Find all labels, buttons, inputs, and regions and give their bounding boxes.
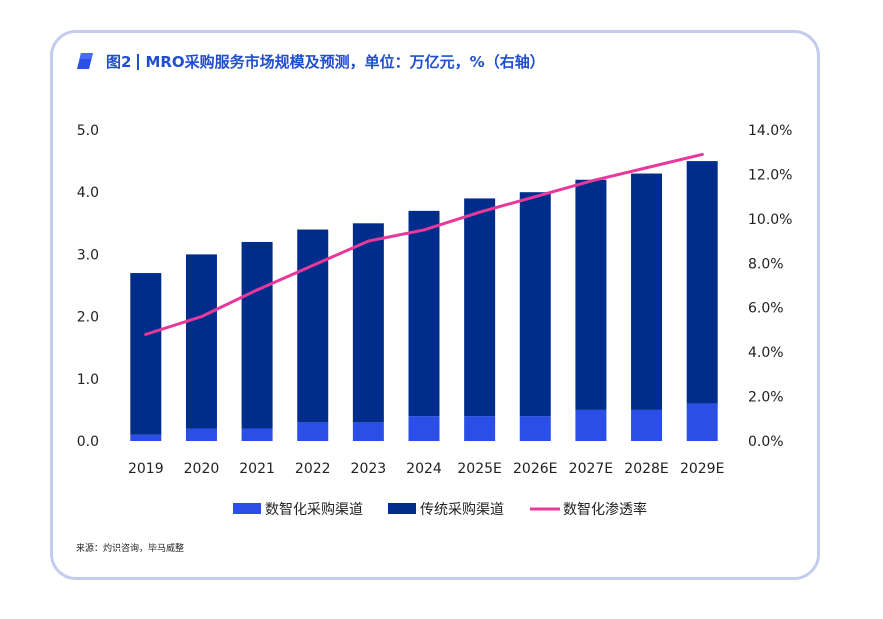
y-left-tick: 1.0 [77,372,99,388]
bar-traditional-2021 [241,241,273,429]
rate-point-2022 [311,264,315,268]
bar-traditional-2024 [408,210,440,417]
x-tick: 2019 [128,461,164,477]
x-tick: 2021 [239,461,275,477]
rate-point-2029E [700,152,704,156]
y-left-tick: 4.0 [77,185,99,201]
y-left-tick: 3.0 [77,247,99,263]
bar-traditional-2020 [185,254,217,429]
y-left-tick: 5.0 [77,123,99,139]
x-tick: 2026E [513,461,557,477]
bar-digital-2026E [519,416,551,441]
title-separator [137,54,140,70]
rate-point-2024 [422,228,426,232]
y-left-tick: 0.0 [77,434,99,450]
x-tick: 2025E [457,461,501,477]
rate-point-2026E [533,195,537,199]
figure-label: 图2 [106,52,132,71]
bar-traditional-2029E [686,161,718,404]
x-tick: 2029E [680,461,724,477]
legend-label-digital: 数智化采购渠道 [265,502,363,518]
rate-point-2019 [144,332,148,336]
bar-digital-2024 [408,416,440,441]
bar-digital-2029E [686,403,718,441]
bar-traditional-2025E [464,198,496,417]
y-right-tick: 6.0% [748,301,784,317]
bar-traditional-2026E [519,192,551,417]
legend-swatch-digital [233,503,261,514]
figure-badge-icon [77,53,93,69]
x-tick: 2028E [624,461,668,477]
bar-digital-2025E [464,416,496,441]
source-note: 来源：灼识咨询，毕马威整 [76,544,185,554]
rate-point-2023 [366,239,370,243]
bar-digital-2020 [185,428,217,441]
x-tick: 2024 [406,461,442,477]
chart-title: MRO采购服务市场规模及预测，单位：万亿元，%（右轴） [145,52,545,71]
bar-digital-2028E [631,409,663,441]
bar-traditional-2028E [631,173,663,410]
rate-point-2025E [478,210,482,214]
y-right-tick: 12.0% [748,167,792,183]
y-right-tick: 0.0% [748,434,784,450]
y-right-tick: 14.0% [748,123,792,139]
bar-traditional-2022 [297,229,329,423]
bar-digital-2027E [575,409,607,441]
bar-traditional-2023 [352,223,384,423]
x-tick: 2023 [351,461,387,477]
bar-digital-2021 [241,428,273,441]
bar-digital-2019 [130,434,162,441]
bar-digital-2023 [352,422,384,441]
bar-traditional-2019 [130,273,162,435]
y-right-tick: 4.0% [748,345,784,361]
y-left-tick: 2.0 [77,310,99,326]
legend-swatch-traditional [388,503,416,514]
bar-digital-2022 [297,422,329,441]
legend-label-traditional: 传统采购渠道 [420,502,504,518]
figure-title: 图2 MRO采购服务市场规模及预测，单位：万亿元，%（右轴） [76,50,545,72]
rate-point-2027E [589,179,593,183]
rate-point-2020 [199,315,203,319]
x-tick: 2020 [184,461,220,477]
x-tick: 2022 [295,461,331,477]
legend-label-rate: 数智化渗透率 [563,501,647,518]
rate-point-2028E [645,166,649,170]
y-right-tick: 8.0% [748,256,784,272]
rate-point-2021 [255,288,259,292]
y-right-tick: 10.0% [748,212,792,228]
bar-traditional-2027E [575,179,607,410]
x-tick: 2027E [569,461,613,477]
y-right-tick: 2.0% [748,390,784,406]
